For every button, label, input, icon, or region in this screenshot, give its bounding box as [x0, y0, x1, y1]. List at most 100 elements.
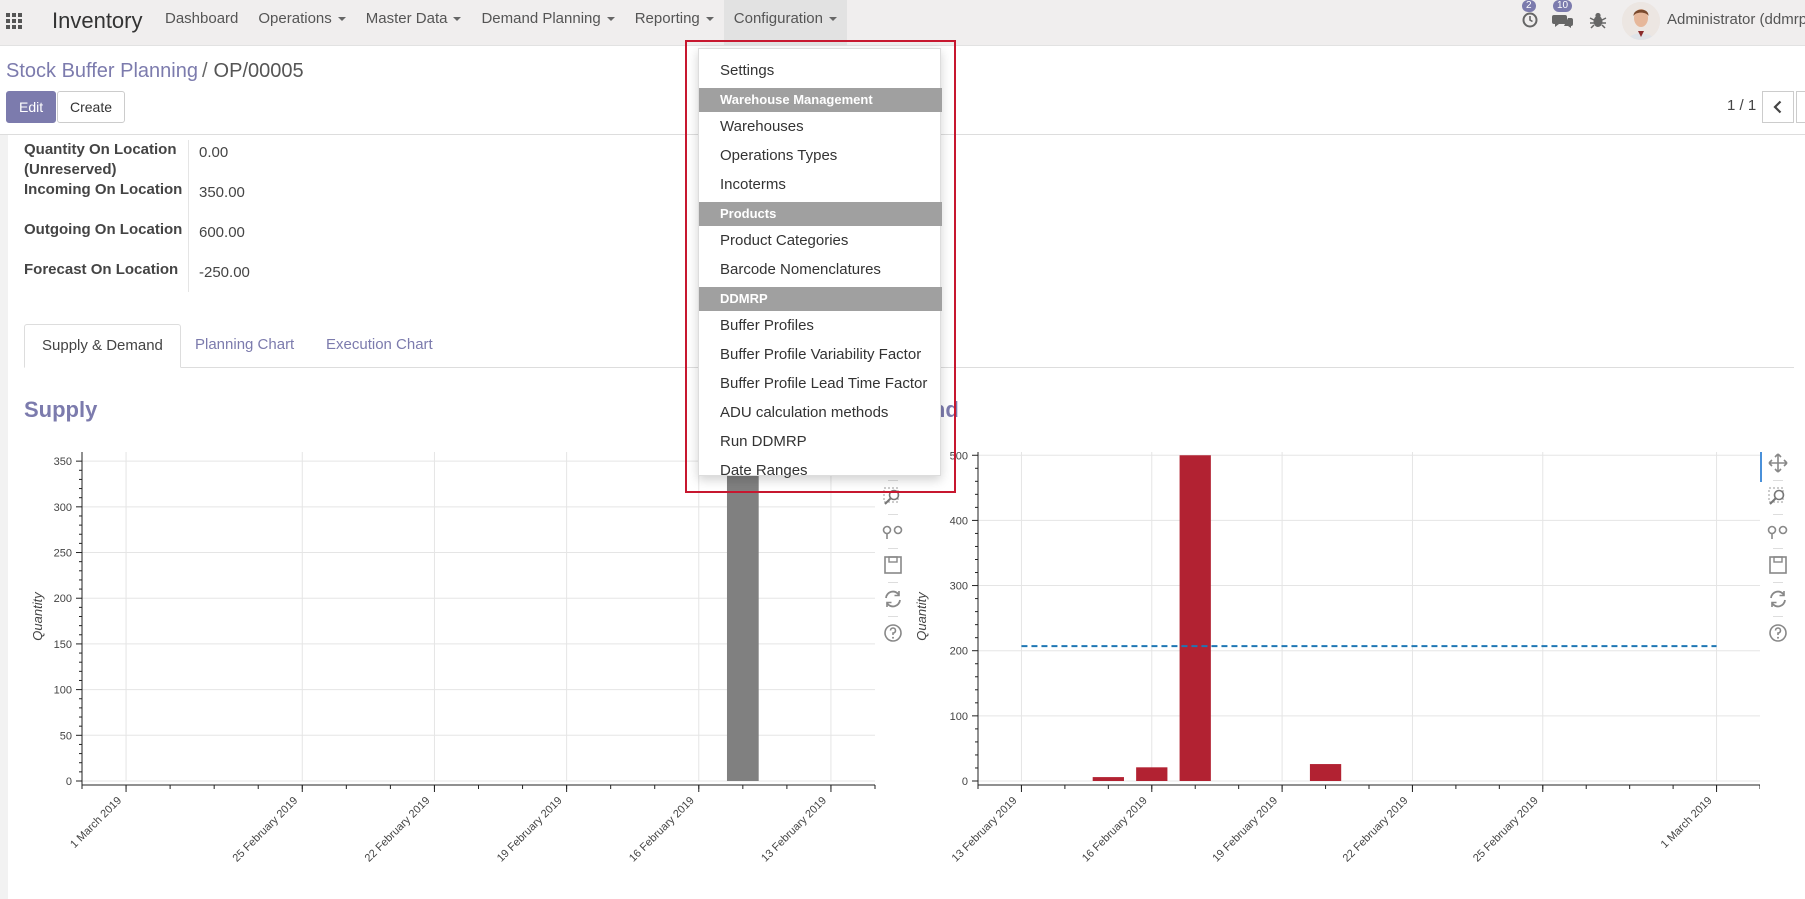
- field-value-incoming: 350.00: [199, 184, 245, 201]
- toolbar-separator: [1773, 480, 1783, 481]
- bar: [726, 461, 759, 781]
- dropdown-item-run-ddmrp[interactable]: Run DDMRP: [720, 433, 807, 450]
- wheel-zoom-icon[interactable]: [1766, 519, 1790, 543]
- x-tick-label: 1 March 2019: [68, 795, 124, 851]
- wheel-zoom-icon[interactable]: [881, 519, 905, 543]
- dropdown-item-barcode-nomenclatures[interactable]: Barcode Nomenclatures: [720, 261, 881, 278]
- field-label-forecast: Forecast On Location: [24, 261, 179, 278]
- toolbar-active-marker: [1760, 452, 1762, 482]
- tab-supply-demand[interactable]: Supply & Demand: [24, 324, 181, 368]
- dropdown-item-adu-calculation-methods[interactable]: ADU calculation methods: [720, 404, 889, 421]
- reset-icon[interactable]: [1766, 587, 1790, 611]
- field-label-outgoing: Outgoing On Location: [24, 221, 183, 238]
- caret-down-icon: [705, 17, 714, 22]
- toolbar-separator: [888, 480, 898, 481]
- caret-down-icon: [337, 17, 346, 22]
- pager-previous-button[interactable]: [1762, 91, 1794, 123]
- y-tick-label: 400: [950, 515, 968, 527]
- field-value-qty-unreserved: 0.00: [199, 144, 229, 161]
- user-name[interactable]: Administrator (ddmrp_: [1667, 11, 1805, 28]
- x-tick-label: 25 February 2019: [231, 795, 301, 865]
- pager-value: 1 / 1: [1727, 97, 1757, 114]
- demand-chart: 0 100 200 300 400 500 13 February 2019 16 Febru…: [914, 450, 1760, 865]
- y-axis-label: Quantity: [914, 591, 929, 641]
- top-navbar: Inventory Dashboard Operations Master Data…: [0, 0, 1805, 46]
- menu-demand-planning[interactable]: Demand Planning: [471, 0, 624, 46]
- y-tick-label: 200: [950, 646, 968, 658]
- breadcrumb-separator: /: [201, 60, 208, 82]
- help-icon[interactable]: [881, 621, 905, 645]
- toolbar-separator: [888, 582, 898, 583]
- supply-title: Supply: [24, 397, 98, 422]
- toolbar-separator: [1773, 514, 1783, 515]
- pan-icon[interactable]: [1766, 451, 1790, 475]
- menu-label: Master Data: [365, 10, 448, 27]
- pager-next-button[interactable]: [1796, 91, 1805, 123]
- user-avatar-icon: [1622, 2, 1660, 40]
- apps-grid-icon[interactable]: [6, 13, 24, 31]
- breadcrumb-parent[interactable]: Stock Buffer Planning: [6, 60, 198, 82]
- field-value-forecast: -250.00: [199, 264, 250, 281]
- menu-label: Operations: [258, 10, 332, 27]
- save-icon[interactable]: [1766, 553, 1790, 577]
- dropdown-item-buffer-profiles[interactable]: Buffer Profiles: [720, 317, 814, 334]
- help-icon[interactable]: [1766, 621, 1790, 645]
- supply-chart: 0 50 100 150 200 250 300 350 1 March 2019 25 Febr…: [30, 452, 876, 865]
- dropdown-header: Products: [699, 202, 942, 226]
- dropdown-item-warehouses[interactable]: Warehouses: [720, 118, 804, 135]
- y-tick-label: 250: [54, 548, 72, 560]
- y-tick-label: 500: [950, 450, 968, 462]
- menu-dashboard[interactable]: Dashboard: [155, 0, 248, 46]
- y-tick-label: 300: [950, 581, 968, 593]
- menu-label: Reporting: [634, 10, 700, 27]
- y-tick-label: 100: [950, 711, 968, 723]
- activity-badge: 2: [1522, 0, 1536, 12]
- dropdown-item-buffer-profile-lead-time-factor[interactable]: Buffer Profile Lead Time Factor: [720, 375, 928, 392]
- tab-planning-chart[interactable]: Planning Chart: [195, 336, 295, 353]
- bar: [1136, 767, 1168, 781]
- field-value-outgoing: 600.00: [199, 224, 245, 241]
- x-tick-label: 16 February 2019: [1080, 795, 1150, 865]
- dropdown-item-buffer-profile-variability-factor[interactable]: Buffer Profile Variability Factor: [720, 346, 922, 363]
- toolbar-separator: [888, 616, 898, 617]
- menu-reporting[interactable]: Reporting: [625, 0, 724, 46]
- edit-button[interactable]: Edit: [6, 91, 57, 123]
- y-axis-label: Quantity: [30, 591, 45, 641]
- save-icon[interactable]: [881, 553, 905, 577]
- x-tick-label: 13 February 2019: [950, 795, 1020, 865]
- field-separator: [188, 140, 189, 292]
- dropdown-item-settings[interactable]: Settings: [720, 62, 775, 79]
- box-zoom-icon[interactable]: [881, 485, 905, 509]
- activity-menu[interactable]: 2: [1517, 0, 1543, 46]
- tab-execution-chart[interactable]: Execution Chart: [326, 336, 433, 353]
- box-zoom-icon[interactable]: [1766, 485, 1790, 509]
- x-tick-label: 19 February 2019: [495, 795, 565, 865]
- dropdown-item-incoterms[interactable]: Incoterms: [720, 176, 786, 193]
- configuration-dropdown: Settings Warehouse Management Warehouses Op…: [698, 48, 942, 479]
- app-title: Inventory: [52, 8, 143, 33]
- menu-configuration[interactable]: Configuration: [723, 0, 847, 46]
- dropdown-header: Warehouse Management: [699, 88, 942, 112]
- clock-icon: [1522, 12, 1538, 28]
- bar: [1179, 455, 1211, 781]
- dropdown-item-product-categories[interactable]: Product Categories: [720, 232, 849, 249]
- y-tick-label: 300: [54, 502, 72, 514]
- reset-icon[interactable]: [881, 587, 905, 611]
- menu-operations[interactable]: Operations: [248, 0, 355, 46]
- messages-menu[interactable]: 10: [1549, 0, 1579, 46]
- avatar[interactable]: [1622, 2, 1660, 40]
- x-tick-label: 22 February 2019: [1341, 795, 1411, 865]
- caret-down-icon: [606, 17, 615, 22]
- dropdown-item-date-ranges[interactable]: Date Ranges: [720, 462, 808, 479]
- y-tick-label: 100: [54, 685, 72, 697]
- menu-master-data[interactable]: Master Data: [356, 0, 472, 46]
- demand-chart-toolbar: [1766, 451, 1790, 651]
- field-label-incoming: Incoming On Location: [24, 181, 183, 198]
- create-button[interactable]: Create: [57, 91, 126, 123]
- debug-menu[interactable]: [1586, 0, 1610, 46]
- y-tick-label: 350: [54, 456, 72, 468]
- dropdown-item-operations-types[interactable]: Operations Types: [720, 147, 838, 164]
- chat-icon: [1552, 15, 1573, 28]
- menu-label: Configuration: [733, 10, 823, 27]
- toolbar-separator: [1773, 616, 1783, 617]
